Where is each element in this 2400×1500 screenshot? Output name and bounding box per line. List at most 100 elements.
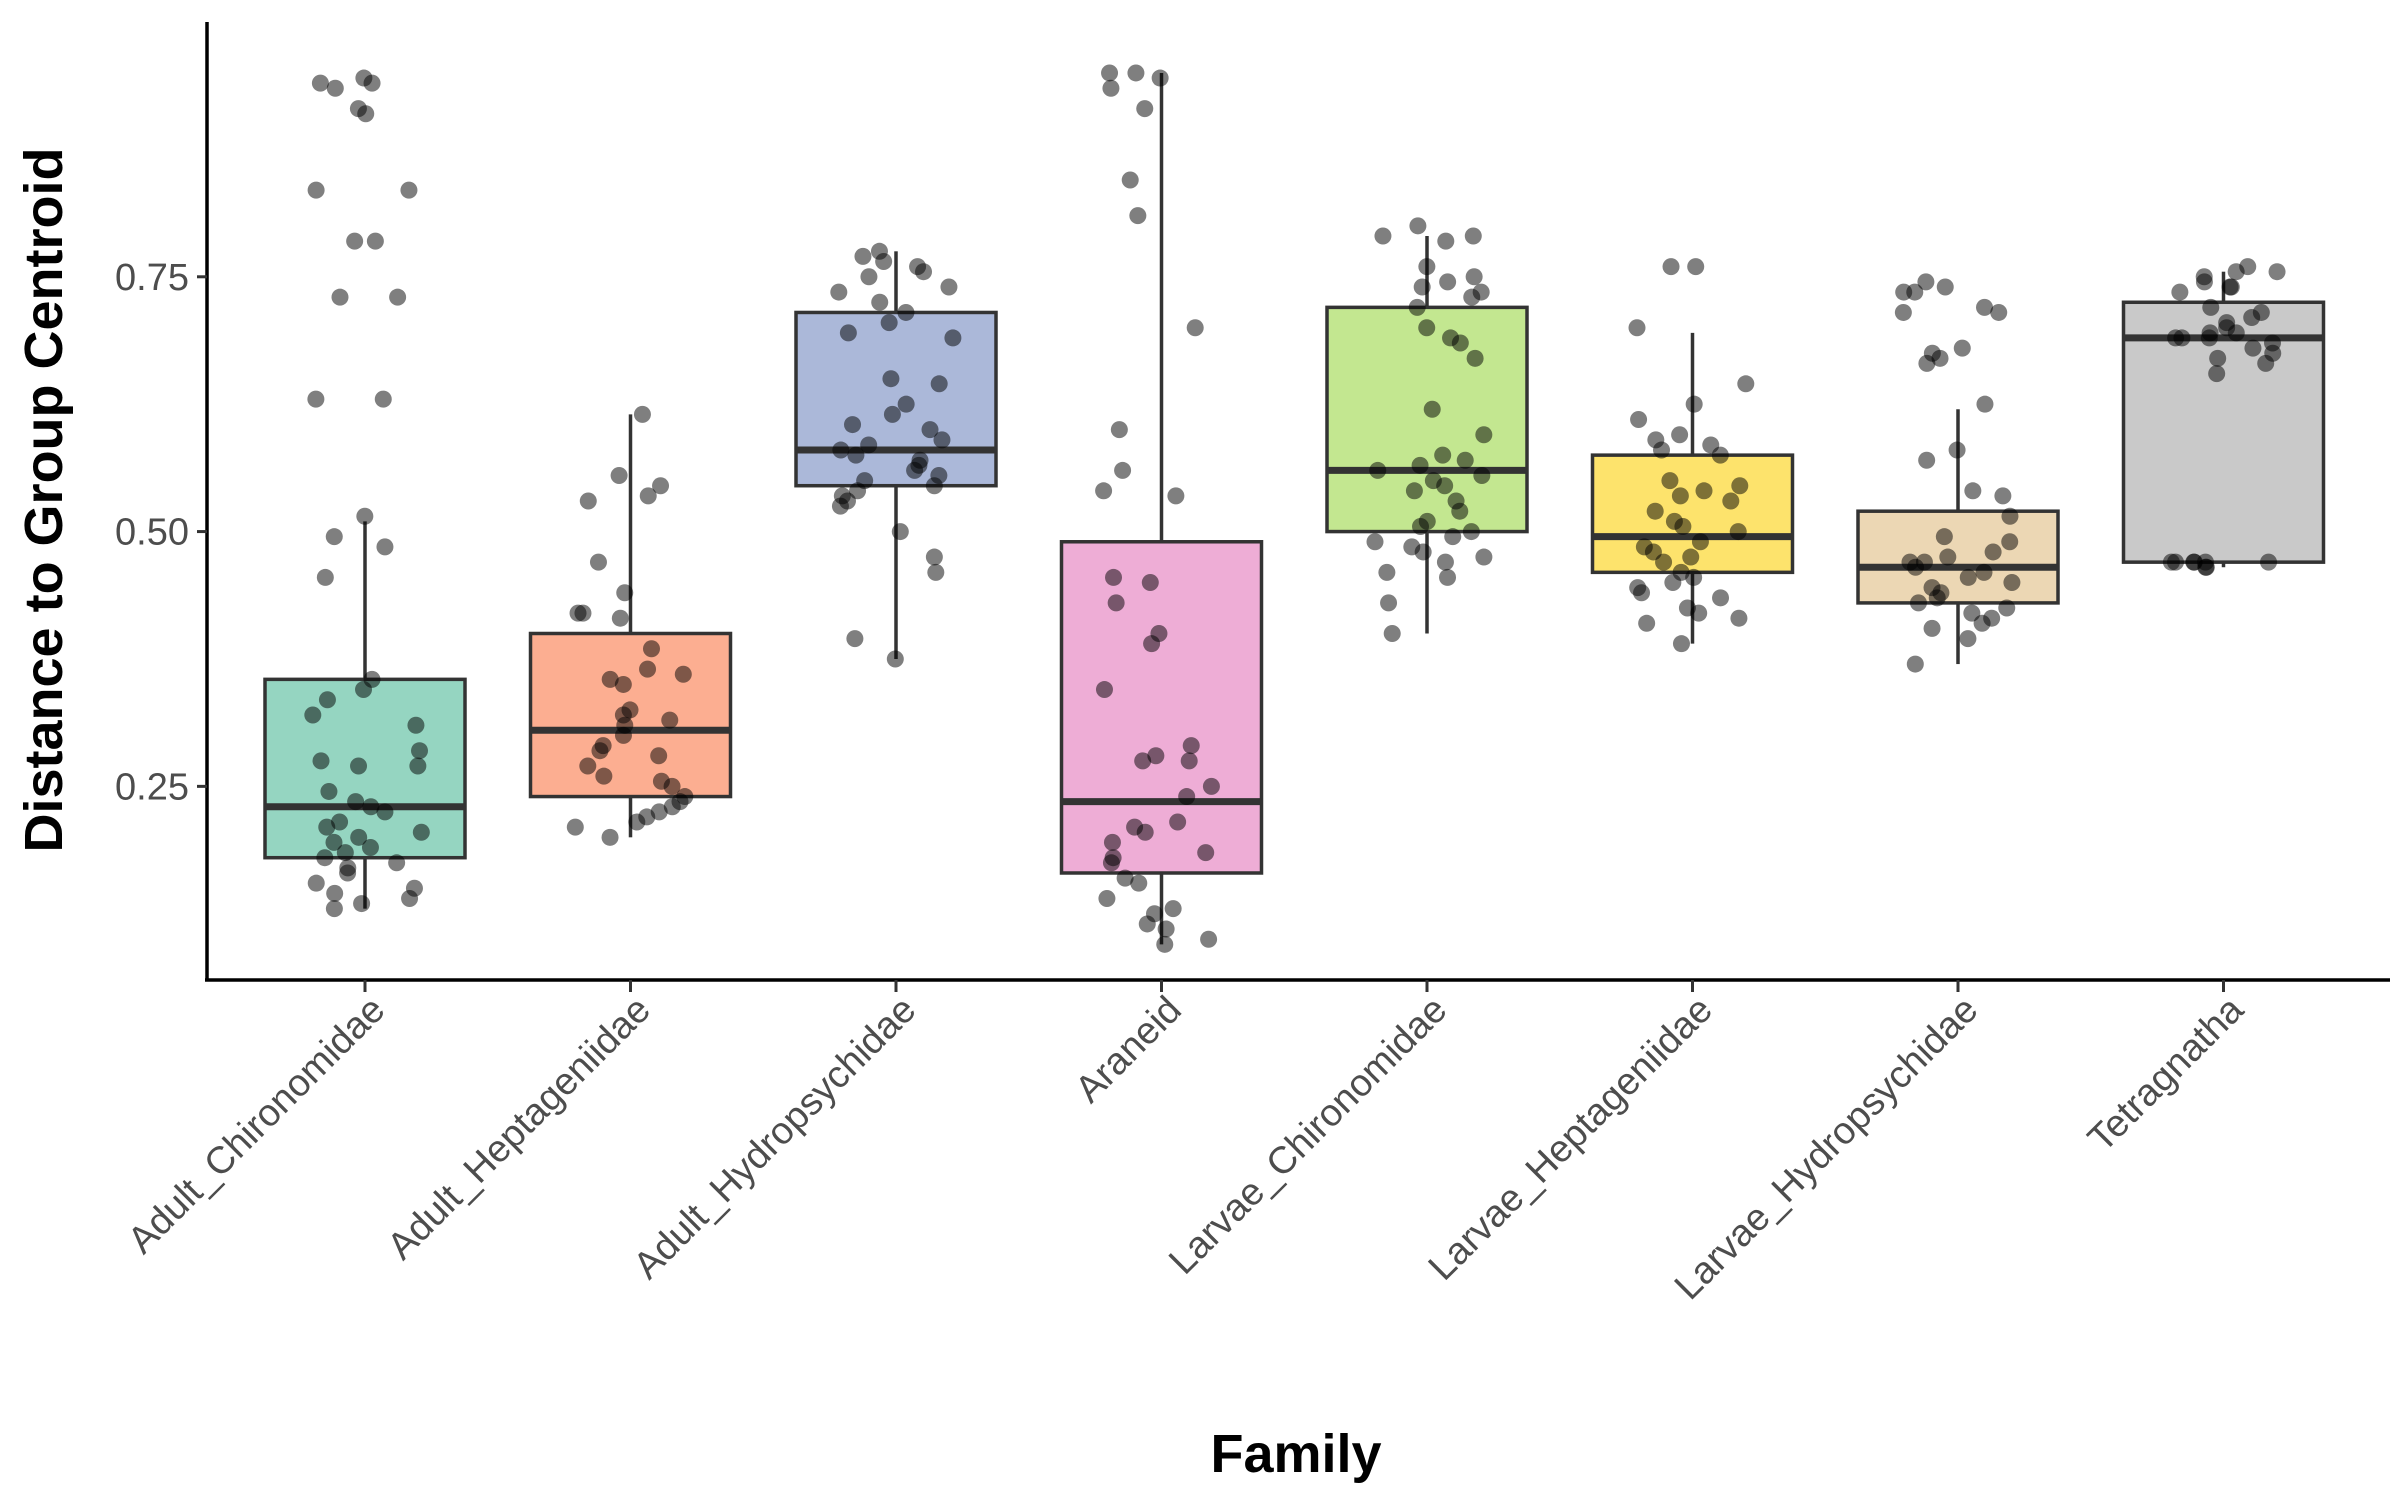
data-point (1473, 467, 1491, 485)
data-point (326, 884, 344, 902)
data-point (320, 782, 338, 800)
data-point (1439, 568, 1457, 586)
data-point (409, 757, 427, 775)
data-point (1147, 747, 1165, 765)
data-point (325, 528, 343, 546)
data-point (400, 181, 418, 199)
data-point (1959, 568, 1977, 586)
data-point (331, 813, 349, 831)
data-point (1737, 375, 1755, 393)
data-point (1186, 319, 1204, 337)
data-point (1465, 268, 1483, 286)
data-point (595, 767, 613, 785)
data-point (307, 390, 325, 408)
axes-layer (205, 22, 2390, 982)
data-point (1674, 517, 1692, 535)
data-point (1103, 833, 1121, 851)
data-point (355, 681, 373, 699)
data-point (839, 324, 857, 342)
boxes-layer (263, 72, 2326, 945)
data-point (915, 263, 933, 281)
box-larvae-hydropsychidae (1856, 409, 2060, 665)
data-point (1369, 461, 1387, 479)
data-point (1107, 594, 1125, 612)
data-point (1141, 574, 1159, 592)
data-point (311, 74, 329, 92)
data-point (1437, 232, 1455, 250)
data-point (1661, 472, 1679, 490)
data-point (1151, 69, 1169, 87)
data-point (1127, 64, 1145, 82)
data-point (930, 375, 948, 393)
data-point (860, 268, 878, 286)
data-point (1685, 568, 1703, 586)
data-point (940, 278, 958, 296)
data-point (1917, 273, 1935, 291)
data-point (2173, 329, 2191, 347)
data-point (1711, 446, 1729, 464)
data-point (1121, 171, 1139, 189)
data-point (1998, 599, 2016, 617)
data-point (2227, 324, 2245, 342)
data-point (1169, 813, 1187, 831)
data-point (1380, 594, 1398, 612)
data-point (1653, 441, 1671, 459)
data-point (1414, 543, 1432, 561)
data-point (642, 640, 660, 658)
data-point (1466, 349, 1484, 367)
box-iqr (1856, 509, 2060, 605)
data-point (1918, 354, 1936, 372)
data-point (401, 889, 419, 907)
data-point (847, 446, 865, 464)
data-point (361, 839, 379, 857)
data-point (1664, 574, 1682, 592)
data-point (326, 79, 344, 97)
data-point (1105, 568, 1123, 586)
data-point (2197, 558, 2215, 576)
data-point (1475, 426, 1493, 444)
data-point (1418, 258, 1436, 276)
data-point (1928, 589, 1946, 607)
data-point (1731, 477, 1749, 495)
data-point (2209, 349, 2227, 367)
data-point (353, 895, 371, 913)
data-point (1102, 79, 1120, 97)
data-point (362, 798, 380, 816)
data-point (1412, 517, 1430, 535)
data-point (1948, 441, 1966, 459)
data-point (854, 247, 872, 265)
y-tick-label: 0.25 (115, 766, 189, 808)
data-point (925, 477, 943, 495)
data-point (650, 747, 668, 765)
box-larvae-chironomidae (1325, 236, 1529, 634)
data-point (325, 833, 343, 851)
data-point (1638, 614, 1656, 632)
y-ticks: 0.25 0.50 0.75 (115, 257, 207, 808)
data-point (1374, 227, 1392, 245)
data-point (1136, 823, 1154, 841)
data-point (1114, 461, 1132, 479)
data-point (2200, 329, 2218, 347)
data-point (1095, 482, 1113, 500)
data-point (1633, 584, 1651, 602)
data-point (1687, 258, 1705, 276)
data-point (601, 670, 619, 688)
data-point (388, 854, 406, 872)
data-point (1383, 624, 1401, 642)
data-point (1157, 920, 1175, 938)
data-point (1180, 752, 1198, 770)
data-point (1984, 543, 2002, 561)
data-point (1116, 869, 1134, 887)
data-point (616, 584, 634, 602)
data-point (2243, 309, 2261, 327)
data-point (566, 818, 584, 836)
data-point (1378, 563, 1396, 581)
data-point (846, 630, 864, 648)
data-point (2222, 278, 2240, 296)
data-point (875, 253, 893, 270)
data-point (374, 390, 392, 408)
data-point (897, 303, 915, 321)
y-axis-title: Distance to Group Centroid (14, 147, 74, 852)
data-point (1906, 655, 1924, 673)
